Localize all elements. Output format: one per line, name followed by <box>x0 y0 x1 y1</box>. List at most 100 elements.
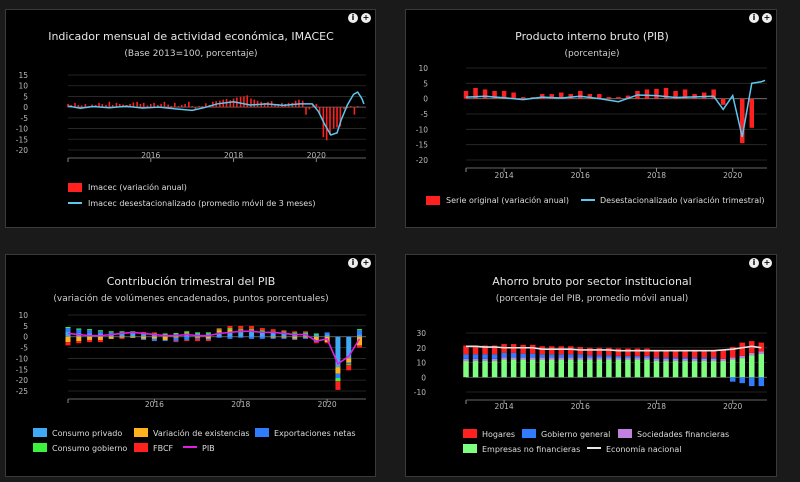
stacked-bar-segment <box>720 358 726 362</box>
stacked-bar-segment <box>491 361 498 378</box>
expand-icon[interactable]: + <box>762 258 772 268</box>
stacked-bar-segment <box>558 359 565 378</box>
stacked-bar-segment <box>615 359 622 378</box>
bar <box>308 107 311 110</box>
legend-swatch <box>134 443 148 452</box>
stacked-bar-segment <box>227 329 233 333</box>
stacked-bar-segment <box>501 352 507 358</box>
stacked-bar-segment <box>151 336 157 339</box>
bar <box>353 107 356 115</box>
stacked-bar-segment <box>729 347 736 358</box>
stacked-bar-segment <box>108 336 114 339</box>
stacked-bar-segment <box>227 332 233 337</box>
stacked-bar-segment <box>758 351 765 354</box>
bar <box>654 88 659 99</box>
stacked-bar-segment <box>682 357 688 359</box>
bar <box>191 106 193 108</box>
stacked-bar-segment <box>663 357 669 359</box>
stacked-bar-segment <box>539 354 545 358</box>
y-tick-label: -10 <box>414 388 426 397</box>
stacked-bar-segment <box>141 336 147 339</box>
stacked-bar-segment <box>87 330 93 334</box>
stacked-bar-segment <box>281 331 287 333</box>
bar <box>84 103 87 108</box>
x-tick-label: 2018 <box>647 402 666 411</box>
expand-icon[interactable]: + <box>361 258 371 268</box>
stacked-bar-segment <box>644 359 650 378</box>
x-tick-label: 2020 <box>318 400 337 409</box>
stacked-bar-segment <box>346 362 352 364</box>
stacked-bar-segment <box>184 339 190 342</box>
bar <box>177 106 180 108</box>
stacked-bar-segment <box>720 349 726 359</box>
stacked-bar-segment <box>238 325 244 330</box>
stacked-bar-segment <box>568 359 574 378</box>
stacked-bar-segment <box>510 357 517 360</box>
stacked-bar-segment <box>529 359 536 378</box>
bar <box>142 102 145 108</box>
info-icon[interactable]: i <box>749 13 759 23</box>
contribucion-panel: i + Contribución trimestral del PIB (var… <box>5 254 376 477</box>
stacked-bar-segment <box>151 332 157 334</box>
stacked-bar-segment <box>482 354 488 359</box>
stacked-bar-segment <box>76 341 82 344</box>
bar <box>160 103 162 108</box>
stacked-bar-segment <box>529 353 536 358</box>
legend-label: Hogares <box>482 430 515 439</box>
stacked-bar-segment <box>205 338 211 340</box>
x-tick-label: 2018 <box>647 171 666 180</box>
legend-swatch <box>134 428 148 437</box>
info-icon[interactable]: i <box>348 258 358 268</box>
stacked-bar-segment <box>672 349 679 358</box>
stacked-bar-segment <box>270 329 276 332</box>
bar <box>625 95 631 99</box>
bar <box>318 107 321 114</box>
bar <box>74 102 76 108</box>
y-tick-label: 0 <box>23 103 28 112</box>
expand-icon[interactable]: + <box>762 13 772 23</box>
stacked-bar-segment <box>710 358 717 362</box>
bar <box>146 105 149 108</box>
expand-icon[interactable]: + <box>361 13 371 23</box>
stacked-bar-segment <box>335 377 341 382</box>
x-tick-label: 2020 <box>307 151 326 160</box>
stacked-bar-segment <box>577 357 584 360</box>
stacked-bar-segment <box>606 355 612 358</box>
info-icon[interactable]: i <box>348 13 358 23</box>
stacked-bar-segment <box>162 336 168 340</box>
stacked-bar-segment <box>216 332 222 337</box>
bar <box>232 98 235 108</box>
stacked-bar-segment <box>491 358 498 362</box>
y-tick-label: -10 <box>416 125 428 134</box>
stacked-bar-segment <box>151 334 157 337</box>
stacked-bar-segment <box>281 336 287 338</box>
x-tick-label: 2014 <box>495 171 514 180</box>
y-tick-label: -10 <box>16 125 28 134</box>
stacked-bar-segment <box>558 346 565 355</box>
stacked-bar-segment <box>510 352 517 358</box>
bar <box>597 94 602 99</box>
stacked-bar-segment <box>141 334 147 337</box>
chart-title: Producto interno bruto (PIB) <box>515 30 669 43</box>
bar <box>205 103 207 108</box>
bar <box>263 102 266 108</box>
stacked-bar-segment <box>303 337 309 339</box>
stacked-bar-segment <box>482 358 488 362</box>
legend-label: Imacec desestacionalizado (promedio móvi… <box>88 198 316 208</box>
stacked-bar-segment <box>558 354 565 358</box>
stacked-bar-segment <box>520 357 526 360</box>
series-line <box>67 91 365 136</box>
stacked-bar-segment <box>303 332 309 334</box>
bar <box>343 107 345 110</box>
stacked-bar-segment <box>701 358 707 362</box>
bar <box>170 106 173 108</box>
stacked-bar-segment <box>216 336 222 338</box>
stacked-bar-segment <box>625 357 631 360</box>
stacked-bar-segment <box>173 337 179 342</box>
y-tick-label: 0 <box>421 373 426 382</box>
stacked-bar-segment <box>520 353 526 358</box>
info-icon[interactable]: i <box>749 258 759 268</box>
legend-swatch <box>463 429 477 438</box>
y-tick-label: 10 <box>18 82 28 91</box>
stacked-bar-segment <box>653 349 660 358</box>
